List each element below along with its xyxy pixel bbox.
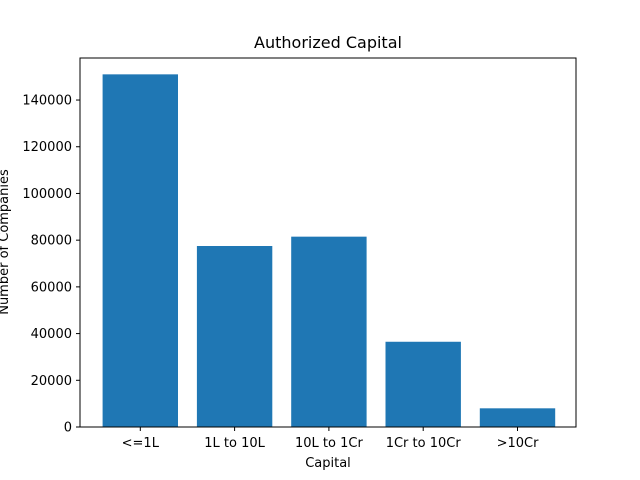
y-tick-label: 40000 — [31, 327, 72, 342]
y-tick-label: 140000 — [22, 94, 72, 109]
chart-title: Authorized Capital — [254, 33, 402, 52]
y-tick-label: 20000 — [31, 374, 72, 389]
x-tick-label: 10L to 1Cr — [295, 436, 363, 451]
bar-1 — [196, 246, 273, 427]
bar-3 — [385, 341, 461, 427]
y-tick-label: 120000 — [22, 140, 72, 155]
y-tick-label: 0 — [64, 421, 72, 436]
x-tick-label: <=1L — [122, 436, 160, 451]
x-axis-ticks: <=1L 1L to 10L 10L to 1Cr 1Cr to 10Cr >10Cr — [122, 427, 539, 451]
bars-group — [102, 74, 556, 427]
y-tick-label: 80000 — [31, 234, 72, 249]
y-tick-label: 60000 — [31, 280, 72, 295]
x-tick-label: 1Cr to 10Cr — [386, 436, 462, 451]
bar-0 — [102, 74, 178, 427]
bar-2 — [291, 236, 367, 427]
bar-4 — [479, 408, 556, 427]
y-axis-label: Number of Companies — [0, 169, 12, 315]
x-tick-label: 1L to 10L — [204, 436, 265, 451]
y-tick-label: 100000 — [22, 187, 72, 202]
y-axis-ticks: 0 20000 40000 60000 80000 100000 120000 140000 — [22, 94, 80, 436]
x-axis-label: Capital — [305, 456, 351, 471]
x-tick-label: >10Cr — [497, 436, 540, 451]
plot-frame — [79, 57, 577, 428]
